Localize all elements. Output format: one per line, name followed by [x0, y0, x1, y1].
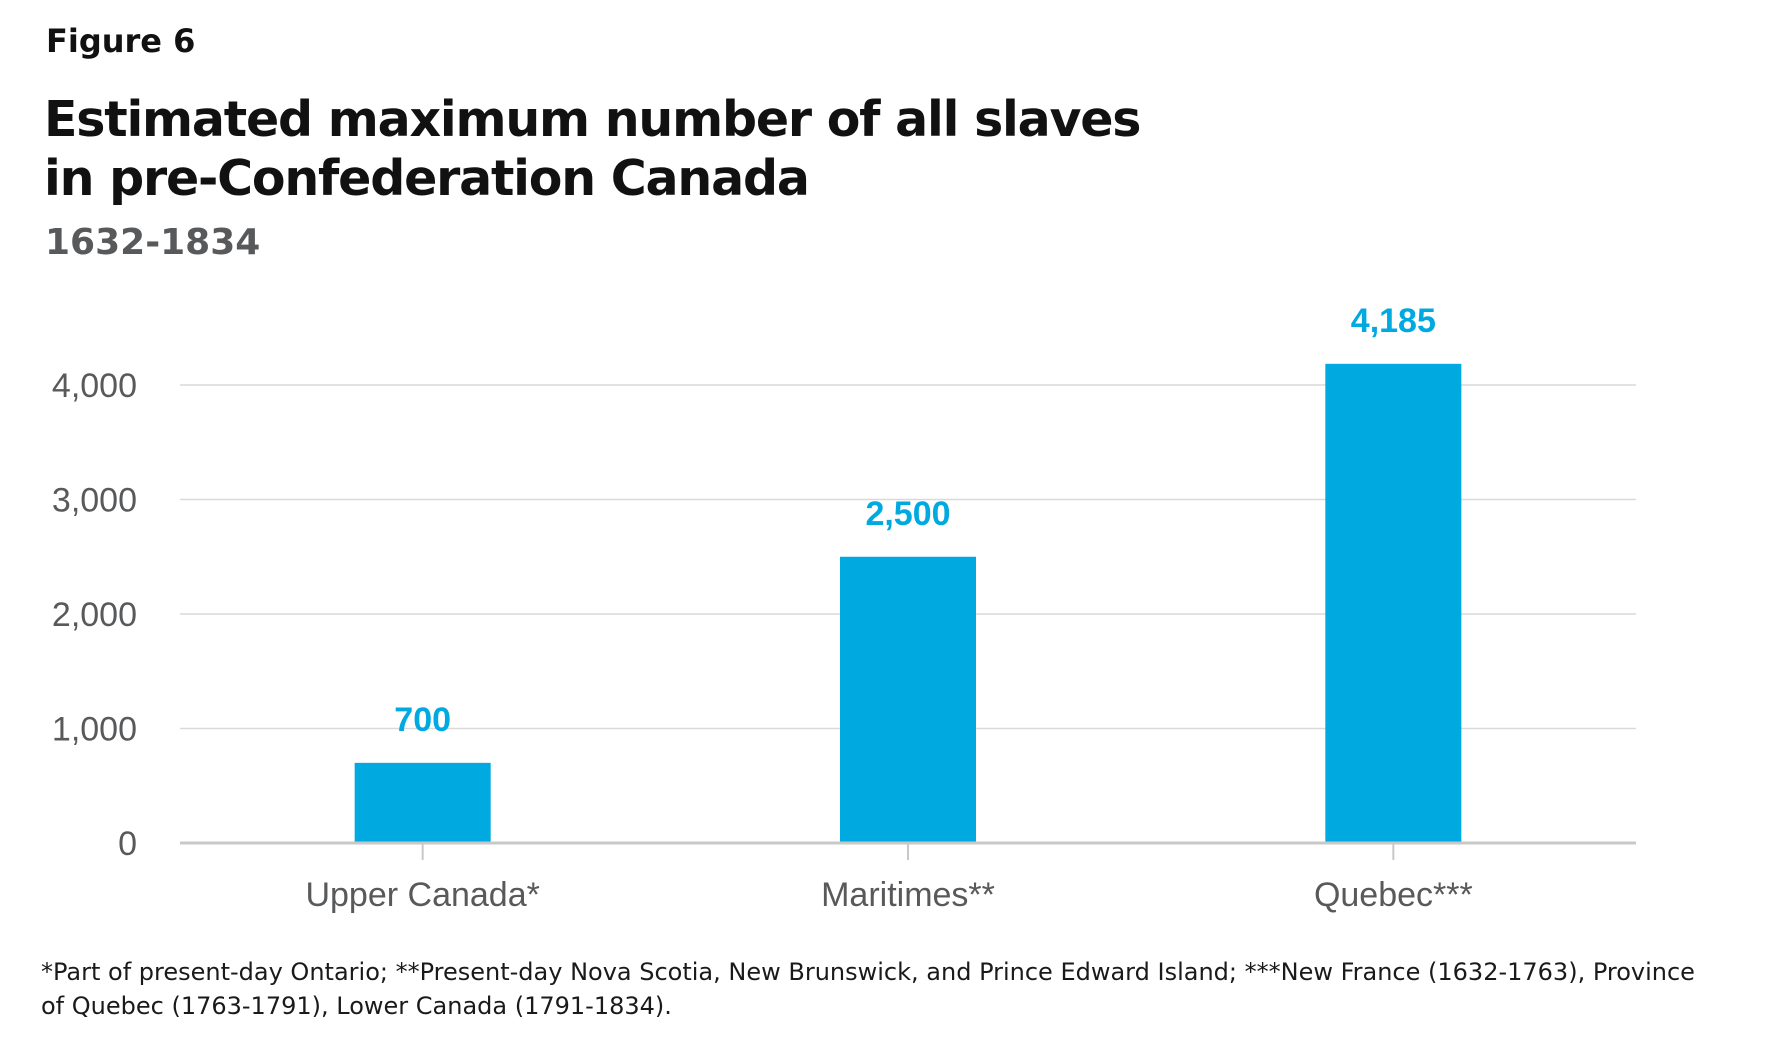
chart-title-line-2: in pre-Confederation Canada — [44, 150, 810, 207]
y-tick-label: 1,000 — [52, 711, 137, 749]
chart-title: Estimated maximum number of all slaves i… — [44, 90, 1244, 208]
x-tick-label: Maritimes** — [821, 876, 995, 914]
x-tick-label: Quebec*** — [1314, 876, 1473, 914]
chart-title-line-1: Estimated maximum number of all slaves — [44, 91, 1141, 148]
data-label: 2,500 — [865, 495, 950, 533]
x-axis-tick-labels: Upper Canada* Maritimes** Quebec*** — [305, 876, 1472, 914]
data-label: 4,185 — [1351, 302, 1436, 340]
footnote: *Part of present-day Ontario; **Present-… — [41, 958, 1695, 1020]
bar — [1325, 363, 1462, 843]
bar — [354, 762, 491, 843]
y-tick-label: 0 — [118, 825, 137, 863]
data-labels: 700 2,500 4,185 — [394, 302, 1436, 739]
bar — [840, 556, 976, 843]
bar-chart: 0 1,000 2,000 3,000 4,000 Upper Canada* Marit… — [52, 302, 1636, 914]
x-axis — [180, 841, 1636, 860]
figure-label: Figure 6 — [46, 22, 196, 60]
bars — [354, 363, 1462, 843]
chart-subtitle: 1632-1834 — [45, 222, 261, 263]
y-axis-tick-labels: 0 1,000 2,000 3,000 4,000 — [52, 367, 137, 863]
x-tick-label: Upper Canada* — [305, 876, 539, 914]
y-tick-label: 3,000 — [52, 482, 137, 520]
data-label: 700 — [394, 701, 451, 739]
y-tick-label: 2,000 — [52, 596, 137, 634]
y-tick-label: 4,000 — [52, 367, 137, 405]
